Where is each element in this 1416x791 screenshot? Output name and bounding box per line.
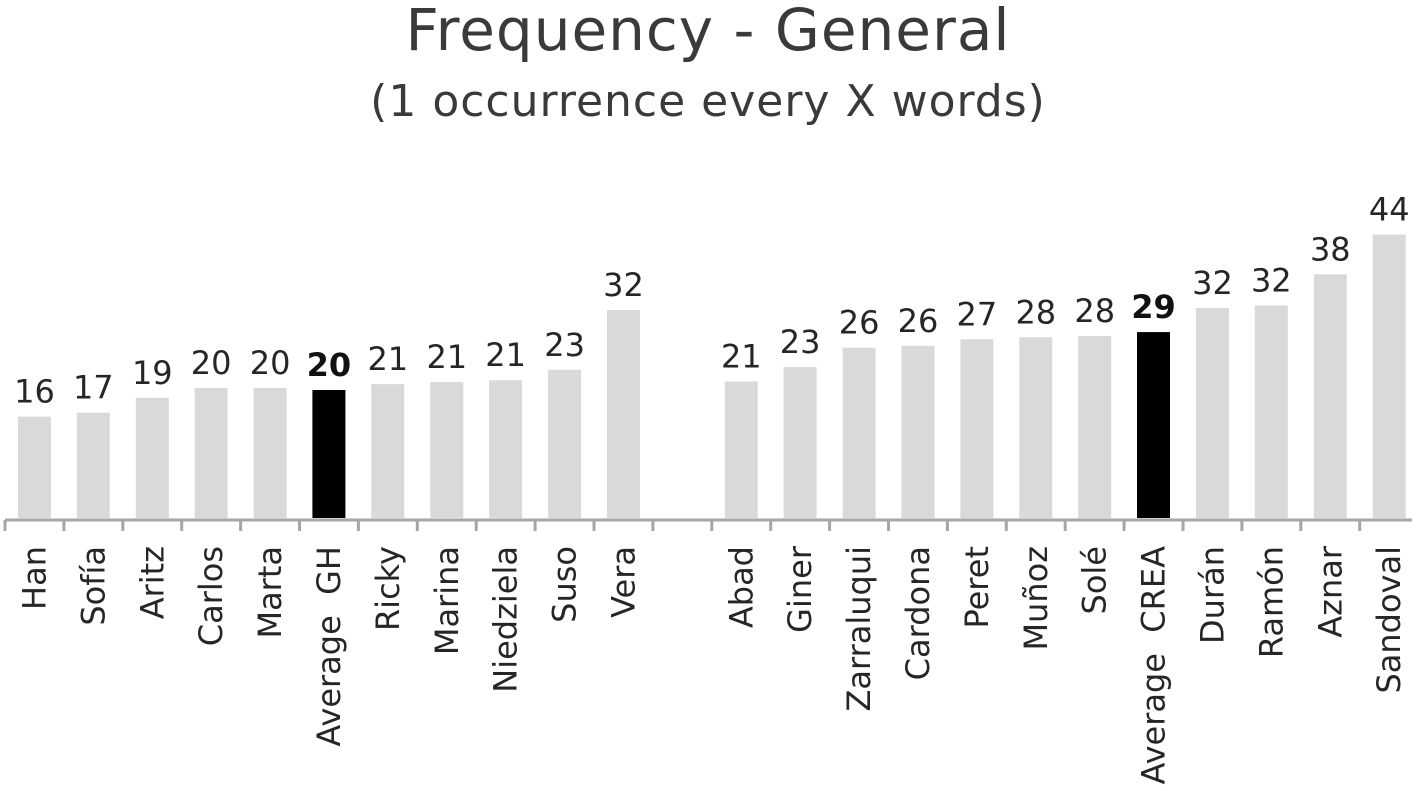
value-label-aritz: 19: [132, 354, 173, 392]
chart-title: Frequency - General: [405, 0, 1011, 64]
category-label-average-crea: Average CREA: [1135, 546, 1173, 785]
value-label-han: 16: [14, 373, 55, 411]
bar-ramon: [1254, 305, 1288, 518]
bar-suso: [548, 369, 582, 518]
bar-ricky: [371, 384, 405, 518]
value-label-ramon: 32: [1251, 261, 1292, 299]
category-label-suso: Suso: [546, 546, 584, 623]
category-label-duran: Durán: [1194, 546, 1232, 644]
category-label-average-gh: Average GH: [310, 546, 348, 747]
chart-subtitle: (1 occurrence every X words): [370, 76, 1046, 127]
bar-abad: [724, 381, 758, 518]
category-label-zarraluqui: Zarraluqui: [840, 546, 878, 712]
value-label-giner: 23: [780, 323, 821, 361]
category-label-han: Han: [16, 546, 54, 610]
category-label-sole: Solé: [1076, 546, 1114, 614]
x-axis-ticks-group: [3, 520, 1362, 531]
category-label-ramon: Ramón: [1252, 546, 1290, 658]
value-label-aznar: 38: [1310, 230, 1351, 268]
category-label-sandoval: Sandoval: [1370, 546, 1408, 694]
category-label-peret: Peret: [958, 546, 996, 629]
bars-group: [18, 234, 1406, 519]
bar-average-crea: [1137, 332, 1170, 518]
value-label-sofia: 17: [73, 369, 114, 407]
bar-carlos: [194, 388, 228, 518]
category-label-niedziela: Niedziela: [487, 546, 525, 693]
bar-niedziela: [489, 380, 523, 518]
category-label-giner: Giner: [781, 545, 819, 633]
value-label-average-gh: 20: [307, 346, 352, 384]
bar-aritz: [135, 397, 169, 519]
value-label-peret: 27: [957, 295, 998, 333]
category-label-abad: Abad: [722, 546, 760, 628]
value-label-marina: 21: [426, 338, 467, 376]
value-label-vera: 32: [603, 266, 644, 304]
category-label-marina: Marina: [428, 546, 466, 655]
value-label-munoz: 28: [1015, 293, 1056, 331]
category-label-ricky: Ricky: [369, 546, 407, 631]
category-label-munoz: Muñoz: [1017, 546, 1055, 651]
bar-giner: [783, 367, 817, 518]
value-label-carlos: 20: [191, 344, 232, 382]
value-label-average-crea: 29: [1131, 288, 1176, 326]
category-label-vera: Vera: [605, 546, 643, 618]
value-label-zarraluqui: 26: [839, 304, 880, 342]
category-label-sofia: Sofía: [74, 546, 112, 626]
bar-han: [18, 416, 51, 518]
bar-marta: [253, 388, 287, 518]
category-labels-group: Han Sofía Aritz Carlos Marta Average GH Ricky M…: [16, 545, 1409, 784]
bar-average-gh: [312, 390, 346, 518]
bar-sofia: [76, 412, 110, 518]
bar-sandoval: [1372, 234, 1406, 518]
value-label-suso: 23: [544, 326, 585, 364]
bar-duran: [1196, 308, 1229, 518]
bar-aznar: [1313, 274, 1347, 519]
category-label-aznar: Aznar: [1311, 545, 1349, 638]
value-label-cardona: 26: [898, 302, 939, 340]
category-label-cardona: Cardona: [899, 546, 937, 680]
value-label-sandoval: 44: [1369, 191, 1410, 229]
bar-zarraluqui: [842, 347, 876, 518]
value-label-sole: 28: [1074, 292, 1115, 330]
category-label-marta: Marta: [251, 546, 289, 639]
bar-peret: [960, 339, 994, 519]
bar-cardona: [901, 345, 935, 519]
bar-munoz: [1019, 337, 1053, 518]
bar-sole: [1078, 336, 1112, 518]
value-labels-group: 16 17 19 20 20 20 21 21 21 23 32 21 23 26 26 27 28 28 29 32…: [14, 191, 1409, 411]
category-label-carlos: Carlos: [192, 546, 230, 646]
value-label-niedziela: 21: [485, 336, 526, 374]
bar-marina: [430, 382, 464, 518]
value-label-marta: 20: [250, 344, 291, 382]
bar-vera: [607, 310, 640, 518]
value-label-ricky: 21: [367, 340, 408, 378]
category-label-aritz: Aritz: [133, 546, 171, 619]
value-label-abad: 21: [721, 338, 762, 376]
value-label-duran: 32: [1192, 264, 1233, 302]
